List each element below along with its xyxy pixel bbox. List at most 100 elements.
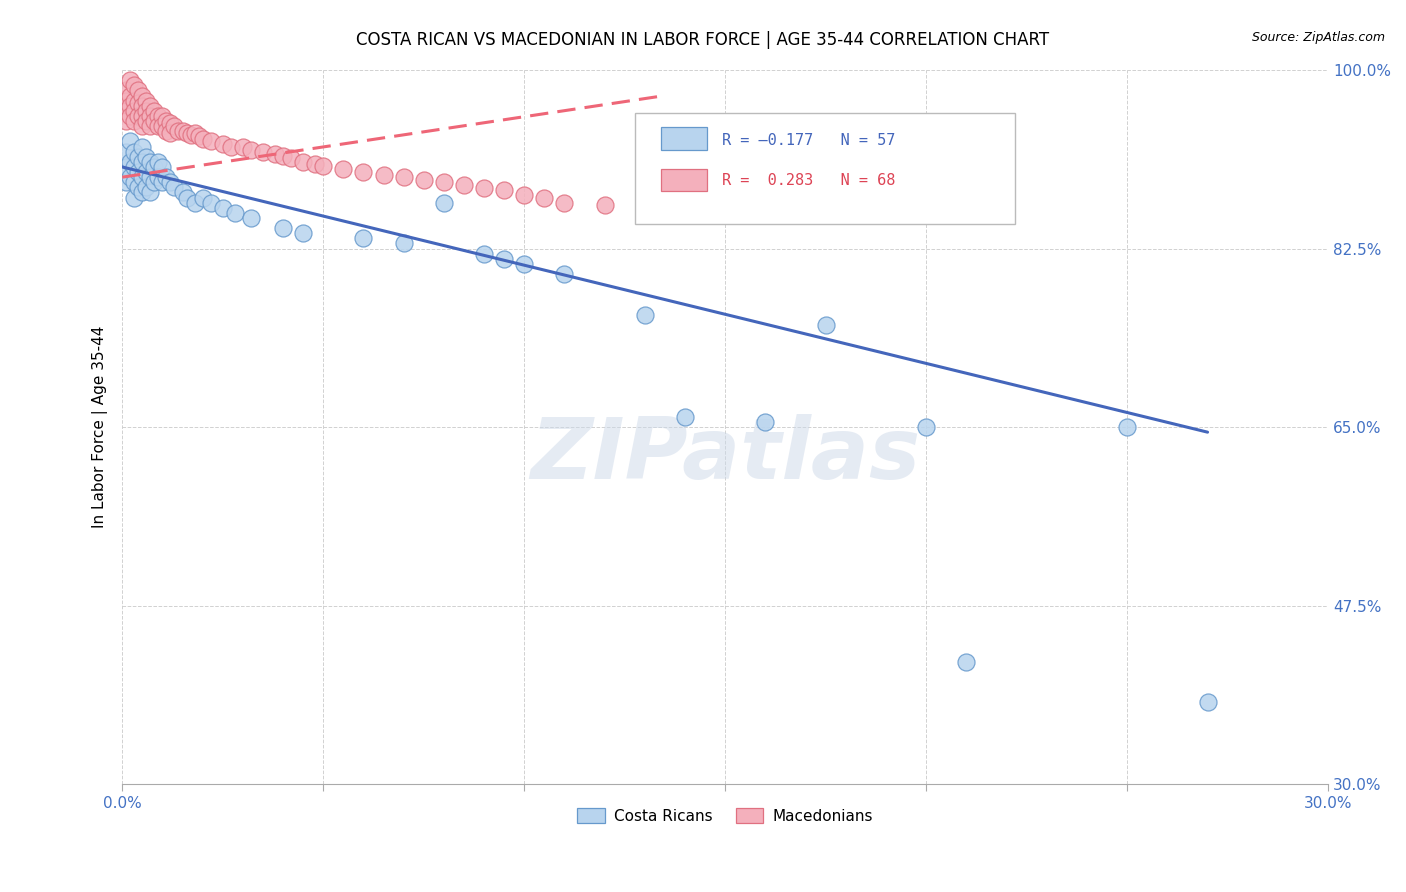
Point bbox=[211, 201, 233, 215]
Point bbox=[352, 165, 374, 179]
Point bbox=[115, 114, 138, 128]
Point bbox=[494, 252, 516, 266]
Point bbox=[131, 99, 153, 113]
Point bbox=[1116, 420, 1139, 434]
Point bbox=[494, 183, 516, 197]
Point bbox=[553, 267, 575, 281]
Point bbox=[163, 180, 186, 194]
Point bbox=[115, 160, 138, 174]
Point bbox=[453, 178, 475, 193]
Y-axis label: In Labor Force | Age 35-44: In Labor Force | Age 35-44 bbox=[93, 326, 108, 528]
Point bbox=[183, 126, 205, 140]
FancyBboxPatch shape bbox=[661, 128, 707, 150]
Text: R = –0.177   N = 57: R = –0.177 N = 57 bbox=[721, 133, 896, 147]
Point bbox=[139, 99, 162, 113]
Point bbox=[191, 190, 214, 204]
Point bbox=[159, 175, 181, 189]
Point bbox=[183, 195, 205, 210]
Point bbox=[139, 186, 162, 200]
Point bbox=[155, 114, 177, 128]
Point bbox=[131, 88, 153, 103]
Point bbox=[131, 119, 153, 133]
Point bbox=[135, 180, 157, 194]
Point bbox=[915, 420, 938, 434]
Point bbox=[332, 161, 354, 176]
Point bbox=[373, 168, 395, 182]
Point bbox=[312, 159, 335, 173]
Point bbox=[127, 95, 149, 110]
Point bbox=[472, 246, 495, 260]
Point bbox=[135, 103, 157, 118]
Point bbox=[292, 154, 315, 169]
Point bbox=[224, 206, 246, 220]
Point bbox=[433, 195, 456, 210]
Point bbox=[124, 190, 146, 204]
Point bbox=[143, 103, 166, 118]
Point bbox=[131, 154, 153, 169]
Text: R =  0.283   N = 68: R = 0.283 N = 68 bbox=[721, 173, 896, 188]
Point bbox=[135, 114, 157, 128]
Point bbox=[513, 187, 536, 202]
Point bbox=[172, 124, 194, 138]
Point bbox=[433, 175, 456, 189]
Point bbox=[131, 170, 153, 185]
Point bbox=[634, 308, 657, 322]
Point bbox=[472, 181, 495, 195]
Point bbox=[593, 197, 616, 211]
Point bbox=[304, 157, 326, 171]
Point bbox=[115, 103, 138, 118]
Point bbox=[135, 165, 157, 179]
Point bbox=[115, 83, 138, 97]
Point bbox=[955, 655, 977, 669]
Point bbox=[127, 109, 149, 123]
Point bbox=[115, 145, 138, 159]
Point bbox=[191, 132, 214, 146]
Point bbox=[139, 119, 162, 133]
Point bbox=[176, 126, 198, 140]
Point bbox=[139, 154, 162, 169]
FancyBboxPatch shape bbox=[634, 113, 1015, 224]
Point bbox=[124, 145, 146, 159]
Point bbox=[271, 149, 294, 163]
Point bbox=[152, 109, 174, 123]
Point bbox=[553, 195, 575, 210]
Point bbox=[172, 186, 194, 200]
Point bbox=[115, 94, 138, 108]
Point bbox=[120, 109, 142, 123]
Point bbox=[352, 231, 374, 245]
Point bbox=[392, 170, 415, 185]
Point bbox=[533, 190, 555, 204]
Point bbox=[292, 227, 315, 241]
Point bbox=[127, 83, 149, 97]
Point bbox=[143, 114, 166, 128]
Point bbox=[115, 175, 138, 189]
Point bbox=[131, 186, 153, 200]
Point bbox=[155, 170, 177, 185]
Point bbox=[120, 73, 142, 87]
Point bbox=[155, 124, 177, 138]
Point bbox=[131, 139, 153, 153]
Point bbox=[143, 160, 166, 174]
Point bbox=[124, 114, 146, 128]
Point bbox=[152, 160, 174, 174]
Point bbox=[673, 409, 696, 424]
Point bbox=[120, 88, 142, 103]
Point bbox=[1197, 696, 1219, 710]
Point bbox=[131, 109, 153, 123]
Text: COSTA RICAN VS MACEDONIAN IN LABOR FORCE | AGE 35-44 CORRELATION CHART: COSTA RICAN VS MACEDONIAN IN LABOR FORCE… bbox=[357, 31, 1049, 49]
Text: ZIPatlas: ZIPatlas bbox=[530, 414, 921, 497]
Point bbox=[239, 211, 262, 225]
Point bbox=[814, 318, 837, 332]
Point bbox=[232, 139, 254, 153]
Point bbox=[124, 175, 146, 189]
Point bbox=[264, 146, 287, 161]
Point bbox=[120, 170, 142, 185]
Point bbox=[148, 119, 170, 133]
Point bbox=[513, 257, 536, 271]
Point bbox=[163, 119, 186, 133]
Point bbox=[159, 116, 181, 130]
Point bbox=[200, 195, 222, 210]
Point bbox=[187, 129, 209, 144]
Point bbox=[148, 109, 170, 123]
Point bbox=[219, 139, 242, 153]
